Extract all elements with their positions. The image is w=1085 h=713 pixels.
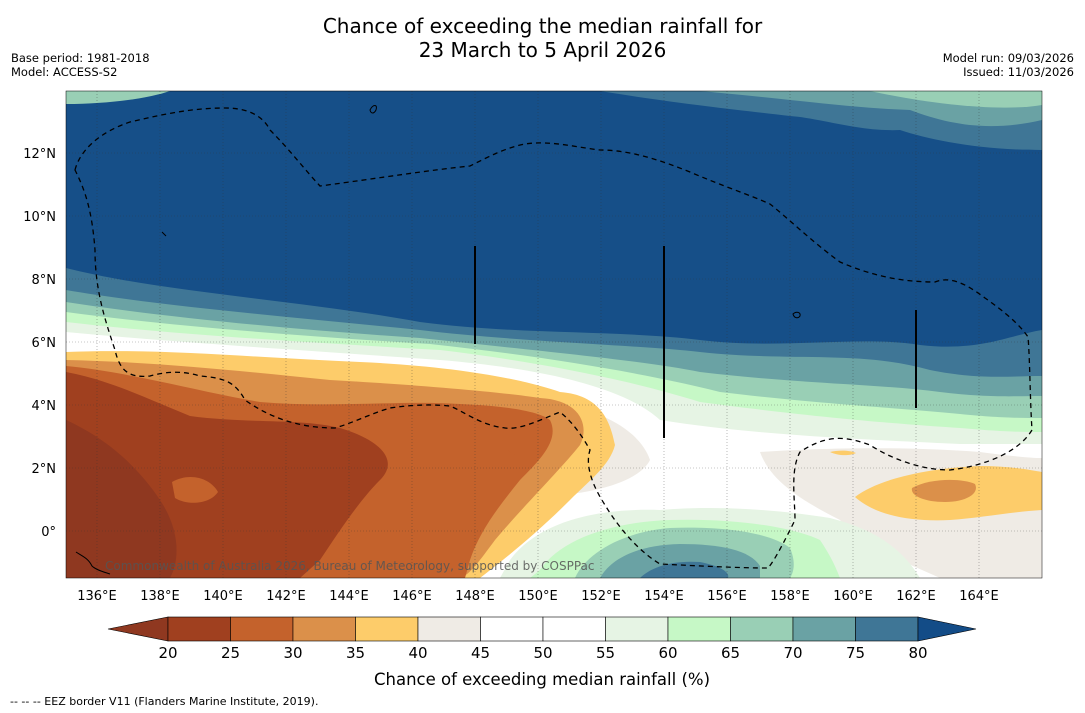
y-tick-labels: 12°N 10°N 8°N 6°N 4°N 2°N 0° bbox=[23, 147, 56, 540]
model-run-label: Model run: 09/03/2026 bbox=[942, 51, 1074, 65]
field-dry-patch-25 bbox=[502, 428, 540, 456]
colorbar-segment bbox=[667, 616, 731, 642]
colorbar-over-arrow bbox=[917, 616, 977, 642]
colorbar-segment bbox=[730, 616, 794, 642]
colorbar-tick-label: 60 bbox=[658, 644, 677, 662]
x-tick-label: 154°E bbox=[644, 589, 684, 604]
field-eq-75 bbox=[640, 561, 729, 578]
boundary-segments bbox=[474, 246, 917, 438]
colorbar-segment bbox=[230, 616, 294, 642]
y-tick-label: 8°N bbox=[32, 273, 57, 288]
x-tick-label: 150°E bbox=[518, 589, 558, 604]
title-line-2: 23 March to 5 April 2026 bbox=[418, 38, 667, 62]
x-tick-label: 158°E bbox=[770, 589, 810, 604]
model-label: Model: ACCESS-S2 bbox=[11, 65, 118, 79]
y-tick-label: 12°N bbox=[23, 147, 56, 162]
colorbar-segment bbox=[792, 616, 856, 642]
colorbar-segment bbox=[292, 616, 356, 642]
meta-left: Base period: 1981-2018 Model: ACCESS-S2 bbox=[11, 51, 150, 79]
field-east-dry-30 bbox=[911, 479, 976, 502]
colorbar-tick-label: 75 bbox=[846, 644, 865, 662]
colorbar-label: Chance of exceeding median rainfall (%) bbox=[374, 670, 710, 689]
x-tick-label: 142°E bbox=[266, 589, 306, 604]
title-line-1: Chance of exceeding the median rainfall … bbox=[322, 14, 763, 38]
x-tick-label: 144°E bbox=[329, 589, 369, 604]
island-1 bbox=[369, 105, 377, 114]
meta-right: Model run: 09/03/2026 Issued: 11/03/2026 bbox=[943, 51, 1074, 79]
colorbar-tick-label: 45 bbox=[471, 644, 490, 662]
y-tick-label: 4°N bbox=[32, 399, 57, 414]
island-2 bbox=[792, 311, 801, 319]
colorbar-segment bbox=[605, 616, 669, 642]
island-3 bbox=[161, 231, 167, 237]
chart-title: Chance of exceeding the median rainfall … bbox=[0, 14, 1085, 62]
x-tick-label: 146°E bbox=[392, 589, 432, 604]
colorbar-tick-label: 80 bbox=[908, 644, 927, 662]
colorbar-segment bbox=[855, 616, 919, 642]
y-tick-label: 10°N bbox=[23, 210, 56, 225]
colorbar-tick-label: 25 bbox=[221, 644, 240, 662]
islands bbox=[75, 105, 801, 575]
base-period-label: Base period: 1981-2018 bbox=[11, 51, 150, 65]
y-tick-label: 2°N bbox=[32, 462, 57, 477]
island-png-coast bbox=[75, 551, 111, 575]
colorbar-segment bbox=[542, 616, 606, 642]
colorbar: 20 25 30 35 40 45 50 55 60 65 70 75 80 bbox=[107, 616, 977, 662]
colorbar-tick-label: 30 bbox=[283, 644, 302, 662]
field-east-speck bbox=[830, 450, 856, 456]
watermark-text: Commonwealth of Australia 2026, Bureau o… bbox=[105, 559, 595, 573]
colorbar-tick-label: 20 bbox=[158, 644, 177, 662]
x-tick-label: 148°E bbox=[455, 589, 495, 604]
colorbar-segment bbox=[417, 616, 481, 642]
colorbar-tick-label: 35 bbox=[346, 644, 365, 662]
x-tick-label: 164°E bbox=[959, 589, 999, 604]
issued-label: Issued: 11/03/2026 bbox=[963, 65, 1074, 79]
y-tick-label: 0° bbox=[41, 525, 56, 540]
field-nw-pocket bbox=[66, 91, 170, 104]
x-tick-label: 160°E bbox=[833, 589, 873, 604]
eez-border bbox=[74, 107, 1033, 569]
colorbar-segment bbox=[167, 616, 231, 642]
x-tick-label: 138°E bbox=[140, 589, 180, 604]
x-tick-labels: 136°E 138°E 140°E 142°E 144°E 146°E 148°E 150°E… bbox=[77, 589, 999, 604]
x-tick-label: 152°E bbox=[581, 589, 621, 604]
x-tick-label: 140°E bbox=[203, 589, 243, 604]
eez-footnote: -- -- -- EEZ border V11 (Flanders Marine… bbox=[10, 695, 319, 708]
field-ne-band-3 bbox=[870, 91, 1042, 108]
colorbar-segment bbox=[480, 616, 544, 642]
field-dry-patch-west bbox=[172, 477, 218, 503]
field-dry-under bbox=[66, 420, 177, 578]
colorbar-under-arrow bbox=[107, 616, 169, 642]
x-tick-label: 156°E bbox=[707, 589, 747, 604]
colorbar-tick-label: 50 bbox=[533, 644, 552, 662]
y-tick-label: 6°N bbox=[32, 336, 57, 351]
colorbar-tick-label: 70 bbox=[783, 644, 802, 662]
x-tick-label: 162°E bbox=[896, 589, 936, 604]
colorbar-segment bbox=[355, 616, 419, 642]
colorbar-tick-label: 65 bbox=[721, 644, 740, 662]
plot-frame bbox=[65, 90, 1043, 579]
colorbar-tick-label: 40 bbox=[408, 644, 427, 662]
x-tick-label: 136°E bbox=[77, 589, 117, 604]
rain-field bbox=[66, 91, 1042, 578]
colorbar-tick-label: 55 bbox=[596, 644, 615, 662]
